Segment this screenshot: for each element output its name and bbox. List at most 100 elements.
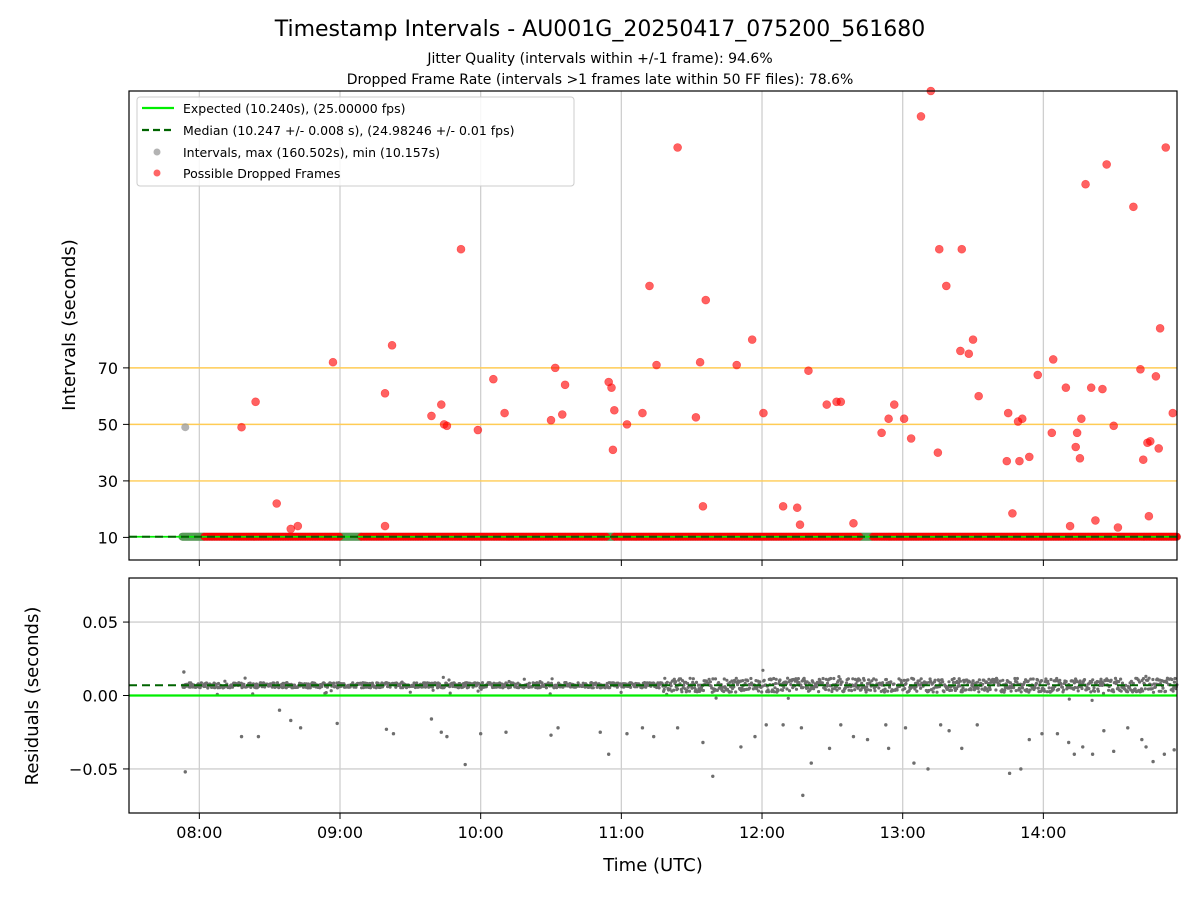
residual-point: [1008, 681, 1013, 685]
residual-point: [1082, 678, 1087, 682]
residual-point: [877, 686, 881, 690]
residual-point: [1138, 680, 1142, 684]
residual-point: [1014, 689, 1018, 693]
residual-point: [982, 688, 987, 692]
residual-point: [850, 689, 854, 693]
residual-point: [448, 691, 452, 695]
residual-point: [734, 690, 738, 694]
residual-point: [711, 677, 715, 681]
dropped-frame-point: [622, 420, 632, 429]
residual-point: [837, 686, 842, 690]
residual-point: [715, 688, 720, 693]
residuals-data: [129, 668, 1179, 798]
residual-point: [1039, 679, 1044, 683]
residual-point: [918, 683, 922, 687]
residual-point: [394, 685, 398, 689]
residual-point: [332, 681, 336, 685]
dropped-frame-point: [1048, 355, 1058, 364]
residual-point: [832, 676, 836, 681]
dropped-frame-point: [701, 295, 711, 305]
residual-point: [883, 687, 887, 691]
residual-point: [1046, 679, 1050, 683]
residual-point: [851, 677, 855, 681]
residual-point: [722, 677, 726, 681]
dropped-frame-point: [1145, 437, 1155, 446]
dropped-frame-point: [387, 340, 397, 350]
residual-point: [1051, 687, 1056, 691]
residual-point: [746, 679, 750, 683]
dropped-frame-point: [546, 415, 556, 425]
residual-point: [977, 678, 982, 682]
residual-point: [749, 676, 753, 681]
residual-point: [1099, 677, 1103, 681]
dropped-frame-point: [560, 380, 570, 390]
residual-point: [947, 680, 951, 684]
residual-point: [1022, 680, 1026, 685]
dropped-frame-point: [251, 397, 260, 407]
residuals-y-tick-label: 0.00: [82, 687, 118, 706]
residual-point: [1078, 679, 1082, 683]
residual-point: [1025, 687, 1029, 692]
dropped-frame-point: [638, 408, 647, 418]
residual-point: [451, 684, 455, 689]
residual-point: [1024, 678, 1028, 682]
residual-point: [1055, 676, 1059, 681]
residual-point: [203, 684, 207, 689]
residual-point: [364, 685, 368, 689]
residual-point: [847, 688, 851, 692]
residual-point: [975, 680, 980, 684]
residual-point: [785, 687, 789, 691]
residual-point: [662, 687, 666, 692]
residual-outlier-point: [1102, 729, 1106, 733]
residual-outlier-point: [445, 734, 449, 739]
chart-subtitle-line-2: Dropped Frame Rate (intervals >1 frames …: [347, 72, 854, 88]
residual-point: [1159, 689, 1163, 693]
residual-point: [1092, 686, 1096, 690]
dropped-frame-point: [1033, 370, 1043, 380]
dropped-frame-point: [964, 349, 974, 359]
residual-point: [730, 679, 734, 683]
residual-point: [618, 682, 623, 686]
residual-outlier-point: [1081, 745, 1085, 749]
dropped-frame-point: [673, 143, 682, 152]
residual-point: [1101, 691, 1106, 695]
residual-point: [827, 688, 831, 692]
intervals-data: [129, 86, 1181, 541]
x-tick-label: 14:00: [1020, 823, 1066, 842]
residual-point: [643, 681, 647, 685]
dropped-frame-point: [442, 421, 452, 431]
residual-point: [829, 676, 833, 681]
residual-point: [976, 686, 980, 691]
residual-outlier-point: [764, 723, 768, 727]
dropped-frame-point: [747, 335, 757, 344]
residual-point: [1087, 687, 1091, 691]
residual-point: [756, 689, 761, 693]
dropped-frame-point: [1072, 428, 1082, 438]
residual-point: [1113, 676, 1118, 681]
residual-point: [774, 681, 778, 686]
residual-point: [663, 676, 667, 680]
dropped-frame-point: [652, 360, 661, 370]
intervals-panel: 10 30 50 70 Intervals (seconds) Expected (1…: [59, 86, 1181, 566]
residual-point: [725, 678, 729, 682]
residual-point: [886, 689, 890, 693]
residual-point: [668, 687, 672, 691]
residual-point: [242, 682, 246, 686]
residual-point: [772, 690, 776, 694]
intervals-plot-frame: [128, 90, 1178, 561]
residual-outlier-point: [809, 761, 813, 765]
residual-point: [862, 678, 866, 682]
residual-outlier-point: [739, 745, 743, 749]
residual-point: [1026, 679, 1030, 683]
residual-point: [825, 684, 829, 688]
residual-outlier-point: [1144, 745, 1148, 749]
residual-point: [1012, 686, 1016, 690]
residual-point: [1031, 677, 1035, 681]
residual-point: [794, 677, 798, 681]
residual-point: [223, 679, 227, 683]
dropped-frame-point: [328, 357, 338, 367]
residual-point: [1141, 689, 1145, 693]
residual-outlier-point: [1055, 731, 1060, 736]
residual-point: [895, 688, 899, 692]
dropped-frame-point: [436, 400, 446, 409]
